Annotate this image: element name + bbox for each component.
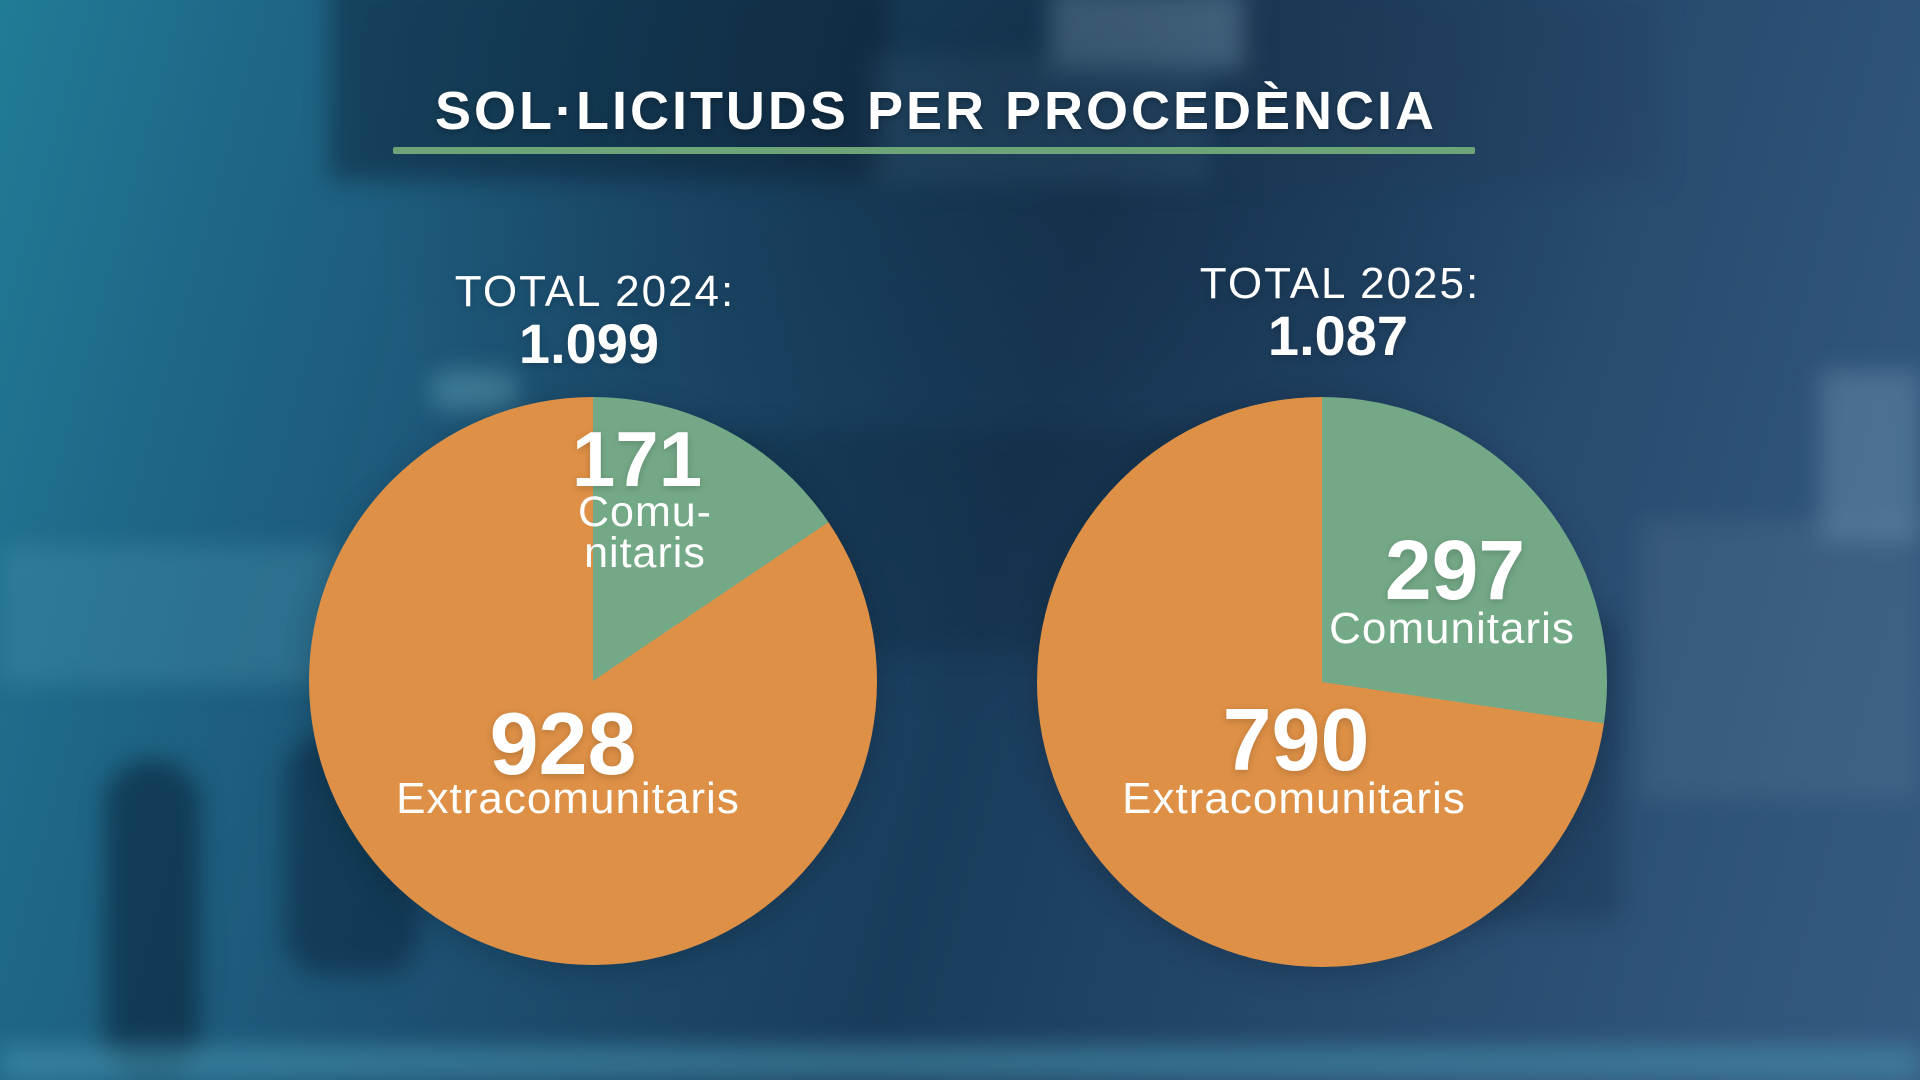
pie-2025-extracomunitaris-label: Extracomunitaris	[1122, 774, 1466, 823]
background-tile	[1050, 0, 1245, 70]
pie-2024-comunitaris-label: Comu- nitaris	[578, 491, 712, 577]
label-line: Comu-	[577, 488, 713, 536]
pie-chart-2025	[1037, 397, 1607, 967]
total-2025-value: 1.087	[1267, 304, 1409, 367]
pie-2024-extracomunitaris-label: Extracomunitaris	[396, 774, 740, 823]
title-underline	[393, 147, 1475, 154]
background-tile	[0, 1046, 1920, 1080]
pie-chart-2024	[309, 397, 877, 965]
background-tile	[0, 545, 340, 685]
total-2024-value: 1.099	[518, 312, 660, 375]
label-line: nitaris	[584, 529, 706, 577]
background-tile	[430, 370, 520, 410]
background-tile	[870, 55, 1210, 185]
total-2025-label: TOTAL 2025:	[1199, 259, 1481, 308]
pie-2025-extracomunitaris-value: 790	[1222, 690, 1370, 789]
pie-2024-extracomunitaris-value: 928	[489, 694, 637, 793]
pie-2025-comunitaris-value: 297	[1384, 523, 1526, 617]
background-tile	[1820, 370, 1920, 540]
page-title: SOL·LICITUDS PER PROCEDÈNCIA	[434, 81, 1438, 141]
background-silhouette	[105, 760, 200, 1080]
background-tile	[1640, 520, 1920, 800]
total-2024-label: TOTAL 2024:	[454, 267, 736, 316]
pie-2024-comunitaris-value: 171	[571, 415, 703, 503]
pie-2025-comunitaris-label: Comunitaris	[1329, 604, 1575, 653]
